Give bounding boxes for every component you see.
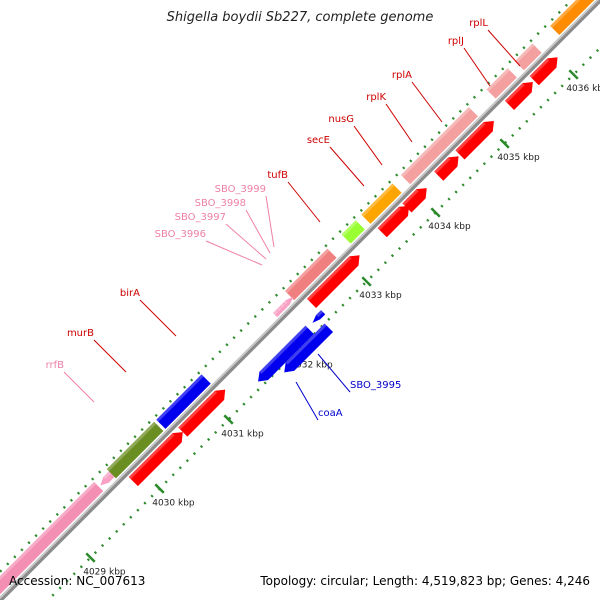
svg-text:rplL: rplL <box>469 18 488 29</box>
feature-cds-red <box>455 120 494 160</box>
tick-label: 4032 kbp <box>290 360 333 370</box>
feature-rplA <box>486 68 517 99</box>
gene-label-SBO_3995: SBO_3995 <box>317 353 401 393</box>
gene-label-nusG: nusG <box>328 114 383 166</box>
svg-text:rplA: rplA <box>392 70 412 81</box>
gene-label-coaA: coaA <box>295 381 343 421</box>
svg-text:secE: secE <box>307 135 330 146</box>
feature-SBO_3999 <box>283 296 294 307</box>
gene-label-SBO_3999: SBO_3999 <box>215 184 275 248</box>
svg-text:SBO_3999: SBO_3999 <box>215 184 266 195</box>
map-title: Shigella boydii Sb227, complete genome <box>166 10 434 25</box>
gene-label-birA: birA <box>120 288 177 337</box>
feature-cds-red <box>377 205 410 238</box>
gene-label-rplK: rplK <box>366 92 413 143</box>
feature-cds-red <box>434 156 459 181</box>
gene-label-SBO_3996: SBO_3996 <box>155 229 263 266</box>
feature-nusG <box>361 183 402 224</box>
svg-text:rplK: rplK <box>366 92 386 103</box>
svg-text:coaA: coaA <box>318 408 343 419</box>
tick-label: 4031 kbp <box>221 429 264 439</box>
tick-label: 4033 kbp <box>359 291 402 301</box>
tick-mark <box>154 483 165 494</box>
gene-label-SBO_3997: SBO_3997 <box>175 212 267 260</box>
svg-text:nusG: nusG <box>328 114 354 125</box>
gene-label-SBO_3998: SBO_3998 <box>195 198 271 254</box>
svg-text:murB: murB <box>67 328 94 339</box>
feature-cds-red <box>178 389 226 437</box>
feature-small-reverse <box>312 310 326 323</box>
feature-tufB <box>284 248 337 301</box>
gene-label-rrfB: rrfB <box>46 360 95 403</box>
gene-label-secE: secE <box>307 135 365 187</box>
tick-label: 4035 kbp <box>497 153 540 163</box>
gene-label-tufB: tufB <box>267 170 321 223</box>
svg-text:SBO_3995: SBO_3995 <box>350 380 401 391</box>
feature-rplL <box>550 0 595 36</box>
feature-cds-red <box>504 82 533 110</box>
tick-mark <box>223 414 234 425</box>
feature-cds-red <box>128 432 183 487</box>
tick-label: 4030 kbp <box>152 498 195 508</box>
genome-summary-label: Topology: circular; Length: 4,519,823 bp… <box>260 574 590 588</box>
svg-text:birA: birA <box>120 288 140 299</box>
feature-SBO_3995 <box>284 323 334 373</box>
tick-mark <box>430 207 441 218</box>
feature-cds-red <box>402 188 427 213</box>
svg-text:tufB: tufB <box>267 170 288 181</box>
feature-cds-red <box>529 57 558 86</box>
accession-label: Accession: NC_007613 <box>9 574 146 588</box>
svg-text:SBO_3997: SBO_3997 <box>175 212 226 223</box>
svg-text:SBO_3998: SBO_3998 <box>195 198 246 209</box>
svg-text:rrfB: rrfB <box>46 360 65 371</box>
svg-text:rplJ: rplJ <box>448 36 464 47</box>
feature-birA <box>156 374 211 429</box>
feature-rplK <box>400 107 478 185</box>
feature-rplJ <box>514 43 542 71</box>
gene-label-murB: murB <box>67 328 127 373</box>
gene-label-rplL: rplL <box>469 18 521 67</box>
tick-mark <box>499 138 510 149</box>
feature-murB <box>106 421 164 479</box>
tick-mark <box>568 69 579 80</box>
tick-label: 4036 kbp <box>566 84 600 94</box>
gene-label-rplA: rplA <box>392 70 443 123</box>
tick-mark <box>85 552 96 563</box>
feature-cds-red <box>306 255 360 308</box>
svg-text:SBO_3996: SBO_3996 <box>155 229 206 240</box>
tick-mark <box>361 276 372 287</box>
tick-label: 4029 kbp <box>83 567 126 577</box>
feature-rrfB <box>0 481 104 595</box>
feature-coaA <box>258 325 314 382</box>
feature-secE <box>341 220 365 244</box>
gene-label-rplJ: rplJ <box>448 36 491 87</box>
tick-label: 4034 kbp <box>428 222 471 232</box>
